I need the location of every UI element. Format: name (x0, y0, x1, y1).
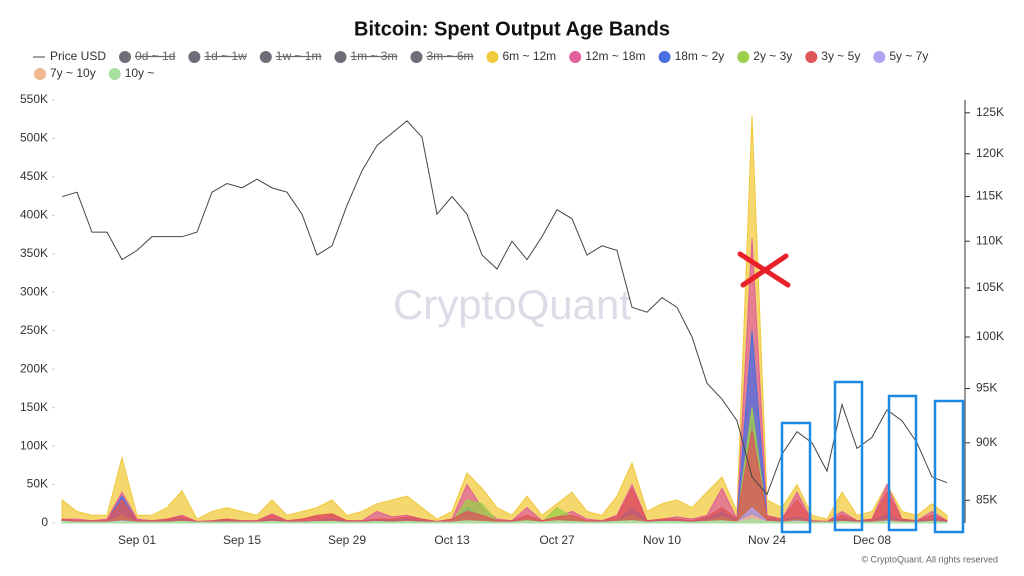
legend-label: 2y ~ 3y (753, 49, 792, 63)
legend-item: 1w ~ 1m (259, 49, 322, 63)
chart-title: Bitcoin: Spent Output Age Bands (354, 18, 670, 40)
legend-item: 2y ~ 3y (737, 49, 792, 63)
legend-item: 10y ~ (108, 66, 155, 80)
y-tick-label: 100K (20, 438, 48, 452)
highlight-box (887, 394, 918, 532)
y-tick-label: 0 (41, 515, 48, 529)
x-tick-label: Dec 08 (853, 533, 891, 547)
legend-label: 1m ~ 3m (350, 49, 397, 63)
legend-marker (119, 51, 132, 63)
legend-marker (34, 68, 46, 80)
legend-marker (873, 51, 886, 63)
legend-label: 5y ~ 7y (889, 49, 928, 63)
y-tick-label: 300K (20, 284, 48, 298)
legend-marker (259, 51, 272, 63)
y-tick-label: 450K (20, 169, 48, 183)
legend-item: 18m ~ 2y (658, 49, 725, 63)
legend-marker (108, 68, 121, 80)
x-tick-label: Sep 01 (118, 533, 156, 547)
plot-area: 0 50K 100K 150K 200K 250K 300K 350K 400K 450K 500K… (20, 92, 1004, 547)
y-tick-label: 550K (20, 92, 48, 106)
highlight-box (780, 421, 812, 534)
y-tick-label: 50K (27, 477, 48, 491)
legend-item: 6m ~ 12m (486, 49, 556, 63)
legend-label: 6m ~ 12m (502, 49, 556, 63)
y2-tick-label: 95K (976, 381, 997, 395)
legend-label: 10y ~ (125, 66, 155, 80)
y2-tick-label: 110K (976, 233, 1003, 247)
y2-tick-label: 85K (976, 492, 997, 506)
legend-item: 7y ~ 10y (34, 66, 96, 80)
legend-item: 3m ~ 6m (410, 49, 473, 63)
legend-item: 3y ~ 5y (805, 49, 860, 63)
y2-tick-label: 120K (976, 146, 1004, 160)
legend-label: 18m ~ 2y (675, 49, 725, 63)
x-tick-label: Sep 29 (328, 533, 366, 547)
annotations (737, 251, 965, 534)
x-tick-label: Oct 13 (434, 533, 470, 547)
legend-label: 1d ~ 1w (204, 49, 247, 63)
x-tick-label: Sep 15 (223, 533, 261, 547)
highlight-box (833, 380, 864, 532)
y-tick-label: 200K (20, 361, 48, 375)
x-tick-label: Nov 24 (748, 533, 786, 547)
y2-tick-label: 100K (976, 329, 1004, 343)
legend-label: 0d ~ 1d (135, 49, 175, 63)
y-tick-label: 400K (20, 208, 48, 222)
legend-label: 1w ~ 1m (276, 49, 322, 63)
legend-marker (569, 51, 582, 63)
legend-marker (188, 51, 201, 63)
legend-item: 5y ~ 7y (873, 49, 928, 63)
legend-marker (334, 51, 347, 63)
legend-item: 0d ~ 1d (119, 49, 175, 63)
x-tick-label: Oct 27 (539, 533, 575, 547)
legend-label: 3y ~ 5y (821, 49, 860, 63)
legend-item: 12m ~ 18m (569, 49, 646, 63)
watermark: CryptoQuant (393, 281, 631, 328)
cross-mark (740, 253, 789, 288)
legend: Price USD 0d ~ 1d 1d ~ 1w 1w ~ 1m 1m ~ 3m 3m … (33, 49, 928, 80)
legend-label: 7y ~ 10y (50, 66, 96, 80)
y-tick-label: 350K (20, 246, 48, 260)
legend-item: 1d ~ 1w (188, 49, 247, 63)
legend-marker (737, 51, 750, 63)
x-tick-label: Nov 10 (643, 533, 681, 547)
legend-marker (486, 51, 499, 63)
legend-item: Price USD (33, 49, 106, 63)
y2-tick-label: 115K (976, 189, 1003, 203)
legend-marker (805, 51, 818, 63)
legend-item: 1m ~ 3m (334, 49, 397, 63)
y2-tick-label: 90K (976, 435, 997, 449)
y2-tick-label: 105K (976, 280, 1004, 294)
y2-tick-label: 125K (976, 105, 1004, 119)
area (61, 518, 948, 524)
legend-marker (410, 51, 423, 63)
area (61, 115, 948, 524)
y-tick-label: 500K (20, 131, 48, 145)
legend-marker (658, 51, 671, 63)
credit: © CryptoQuant. All rights reserved (861, 554, 998, 564)
y-tick-label: 150K (20, 400, 48, 414)
legend-label: 3m ~ 6m (426, 49, 473, 63)
y-tick-label: 250K (20, 323, 48, 337)
highlight-box (933, 399, 965, 534)
price-line (61, 120, 948, 496)
legend-label: 12m ~ 18m (585, 49, 645, 63)
area (61, 430, 948, 524)
legend-label: Price USD (50, 49, 106, 63)
